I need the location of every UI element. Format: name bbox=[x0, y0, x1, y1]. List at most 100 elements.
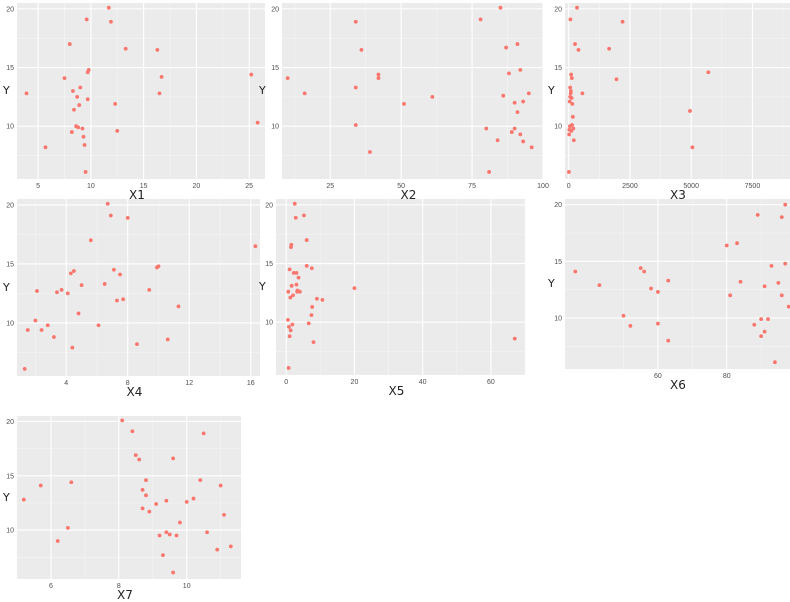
y-axis-title: Y bbox=[3, 84, 10, 97]
data-point bbox=[315, 297, 319, 301]
data-point bbox=[56, 539, 60, 543]
y-tick-label: 10 bbox=[554, 124, 562, 131]
data-point bbox=[666, 279, 670, 283]
data-point bbox=[82, 135, 86, 139]
data-point bbox=[147, 288, 151, 292]
y-tick-label: 20 bbox=[6, 419, 14, 426]
plot-background bbox=[282, 3, 543, 179]
data-point bbox=[621, 20, 625, 24]
data-point bbox=[499, 6, 503, 10]
data-point bbox=[97, 323, 101, 327]
data-point bbox=[656, 322, 660, 326]
data-point bbox=[72, 108, 76, 112]
data-point bbox=[501, 94, 505, 98]
data-point bbox=[46, 323, 50, 327]
data-point bbox=[568, 86, 572, 90]
data-point bbox=[40, 328, 44, 332]
plot-background bbox=[565, 3, 790, 179]
y-tick-label: 20 bbox=[554, 202, 562, 209]
data-point bbox=[354, 86, 358, 90]
data-point bbox=[63, 76, 67, 80]
data-point bbox=[294, 216, 298, 220]
data-point bbox=[642, 270, 646, 274]
data-point bbox=[377, 73, 381, 77]
data-point bbox=[293, 202, 297, 206]
data-point bbox=[728, 293, 732, 297]
data-point bbox=[44, 145, 48, 149]
data-point bbox=[39, 484, 43, 488]
data-point bbox=[87, 68, 91, 72]
data-point bbox=[52, 335, 56, 339]
data-point bbox=[780, 215, 784, 219]
data-point bbox=[303, 91, 307, 95]
y-tick-label: 15 bbox=[6, 65, 14, 72]
data-point bbox=[598, 283, 602, 287]
y-tick-label: 10 bbox=[6, 124, 14, 131]
data-point bbox=[185, 500, 189, 504]
x-axis-title: X7 bbox=[117, 588, 133, 602]
x-tick-label: 60 bbox=[654, 373, 662, 380]
y-tick-label: 20 bbox=[271, 6, 279, 13]
data-point bbox=[580, 91, 584, 95]
data-point bbox=[780, 293, 784, 297]
x-tick-label: 5 bbox=[36, 183, 40, 190]
y-tick-label: 10 bbox=[6, 528, 14, 535]
data-point bbox=[113, 102, 117, 106]
data-point bbox=[147, 510, 151, 514]
data-point bbox=[166, 338, 170, 342]
data-point bbox=[571, 115, 575, 119]
data-point bbox=[649, 287, 653, 291]
data-point bbox=[615, 77, 619, 81]
data-point bbox=[295, 283, 299, 287]
data-point bbox=[573, 270, 577, 274]
data-point bbox=[23, 367, 27, 371]
data-point bbox=[688, 109, 692, 113]
data-point bbox=[80, 283, 84, 287]
data-point bbox=[521, 140, 525, 144]
data-point bbox=[487, 170, 491, 174]
data-point bbox=[26, 328, 30, 332]
data-point bbox=[171, 571, 175, 575]
x-tick-label: 20 bbox=[193, 183, 201, 190]
data-point bbox=[377, 76, 381, 80]
data-point bbox=[164, 530, 168, 534]
data-point bbox=[496, 138, 500, 142]
plot-background bbox=[17, 199, 260, 376]
data-point bbox=[639, 266, 643, 270]
data-point bbox=[527, 91, 531, 95]
data-point bbox=[354, 123, 358, 127]
data-point bbox=[289, 329, 293, 333]
x-tick-label: 2500 bbox=[622, 183, 638, 190]
data-point bbox=[302, 214, 306, 218]
data-point bbox=[66, 292, 70, 296]
data-point bbox=[249, 73, 253, 77]
x-tick-label: 25 bbox=[245, 183, 253, 190]
data-point bbox=[312, 340, 316, 344]
y-tick-label: 20 bbox=[554, 6, 562, 13]
data-point bbox=[115, 299, 119, 303]
y-tick-label: 10 bbox=[271, 124, 279, 131]
data-point bbox=[575, 6, 579, 10]
x-tick-label: 12 bbox=[185, 380, 193, 387]
data-point bbox=[484, 127, 488, 131]
data-point bbox=[192, 497, 196, 501]
data-point bbox=[518, 133, 522, 137]
data-point bbox=[567, 133, 571, 137]
data-point bbox=[109, 20, 113, 24]
data-point bbox=[124, 47, 128, 51]
data-point bbox=[168, 533, 172, 537]
data-point bbox=[137, 458, 141, 462]
data-point bbox=[295, 271, 299, 275]
data-point bbox=[290, 284, 294, 288]
data-point bbox=[69, 271, 73, 275]
data-point bbox=[121, 297, 125, 301]
data-point bbox=[141, 506, 145, 510]
data-point bbox=[577, 48, 581, 52]
data-point bbox=[175, 534, 179, 538]
data-point bbox=[568, 95, 572, 99]
data-point bbox=[157, 264, 161, 268]
